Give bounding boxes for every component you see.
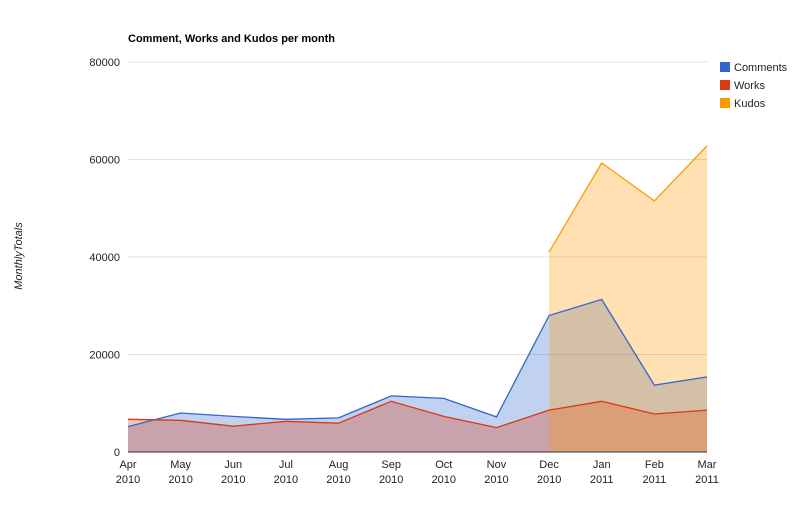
works-area xyxy=(128,401,707,452)
x-tick-label: Sep xyxy=(381,459,401,471)
x-tick-label: 2010 xyxy=(326,474,350,486)
x-tick-label: May xyxy=(170,459,191,471)
x-tick-label: Feb xyxy=(645,459,664,471)
y-axis-label: MonthlyTotals xyxy=(13,222,25,290)
comments-line xyxy=(127,298,708,428)
x-tick-label: 2010 xyxy=(537,474,561,486)
y-tick-label: 20000 xyxy=(89,350,120,362)
x-tick-label: 2011 xyxy=(695,474,719,486)
x-tick-label: Apr xyxy=(119,459,136,471)
x-tick-label: 2010 xyxy=(221,474,245,486)
x-tick-label: Nov xyxy=(487,459,507,471)
comments-area xyxy=(128,299,707,452)
legend: Comments Works Kudos xyxy=(720,62,788,110)
gridlines xyxy=(128,61,707,355)
x-tick-label: Jan xyxy=(593,459,611,471)
x-tick-label: 2010 xyxy=(379,474,403,486)
legend-swatch-comments xyxy=(720,62,730,72)
x-tick-label: 2010 xyxy=(432,474,456,486)
x-tick-label: 2010 xyxy=(274,474,298,486)
chart-title: Comment, Works and Kudos per month xyxy=(128,33,335,45)
legend-label-kudos: Kudos xyxy=(734,98,766,110)
x-tick-label: 2011 xyxy=(643,474,667,486)
legend-swatch-works xyxy=(720,80,730,90)
y-tick-label: 0 xyxy=(114,447,120,459)
legend-swatch-kudos xyxy=(720,98,730,108)
series-lines xyxy=(127,145,708,429)
x-tick-label: Aug xyxy=(329,459,349,471)
x-tick-label: Oct xyxy=(435,459,452,471)
y-tick-label: 40000 xyxy=(89,252,120,264)
y-tick-label: 60000 xyxy=(89,155,120,167)
x-tick-label: 2010 xyxy=(484,474,508,486)
legend-label-comments: Comments xyxy=(734,62,788,74)
y-tick-label: 80000 xyxy=(89,57,120,69)
kudos-area xyxy=(549,145,707,453)
x-tick-label: Jun xyxy=(224,459,242,471)
x-tick-label: 2010 xyxy=(168,474,192,486)
series-areas xyxy=(128,145,707,453)
x-tick-label: 2010 xyxy=(116,474,140,486)
legend-label-works: Works xyxy=(734,80,765,92)
x-tick-label: Mar xyxy=(698,459,717,471)
x-tick-label: Dec xyxy=(539,459,559,471)
x-tick-label: 2011 xyxy=(590,474,614,486)
x-tick-label: Jul xyxy=(279,459,293,471)
works-line xyxy=(127,400,708,429)
axes: 0 20000 40000 60000 80000 Apr 2010 May 2010 Jun 20… xyxy=(89,57,718,486)
kudos-line xyxy=(548,145,708,253)
